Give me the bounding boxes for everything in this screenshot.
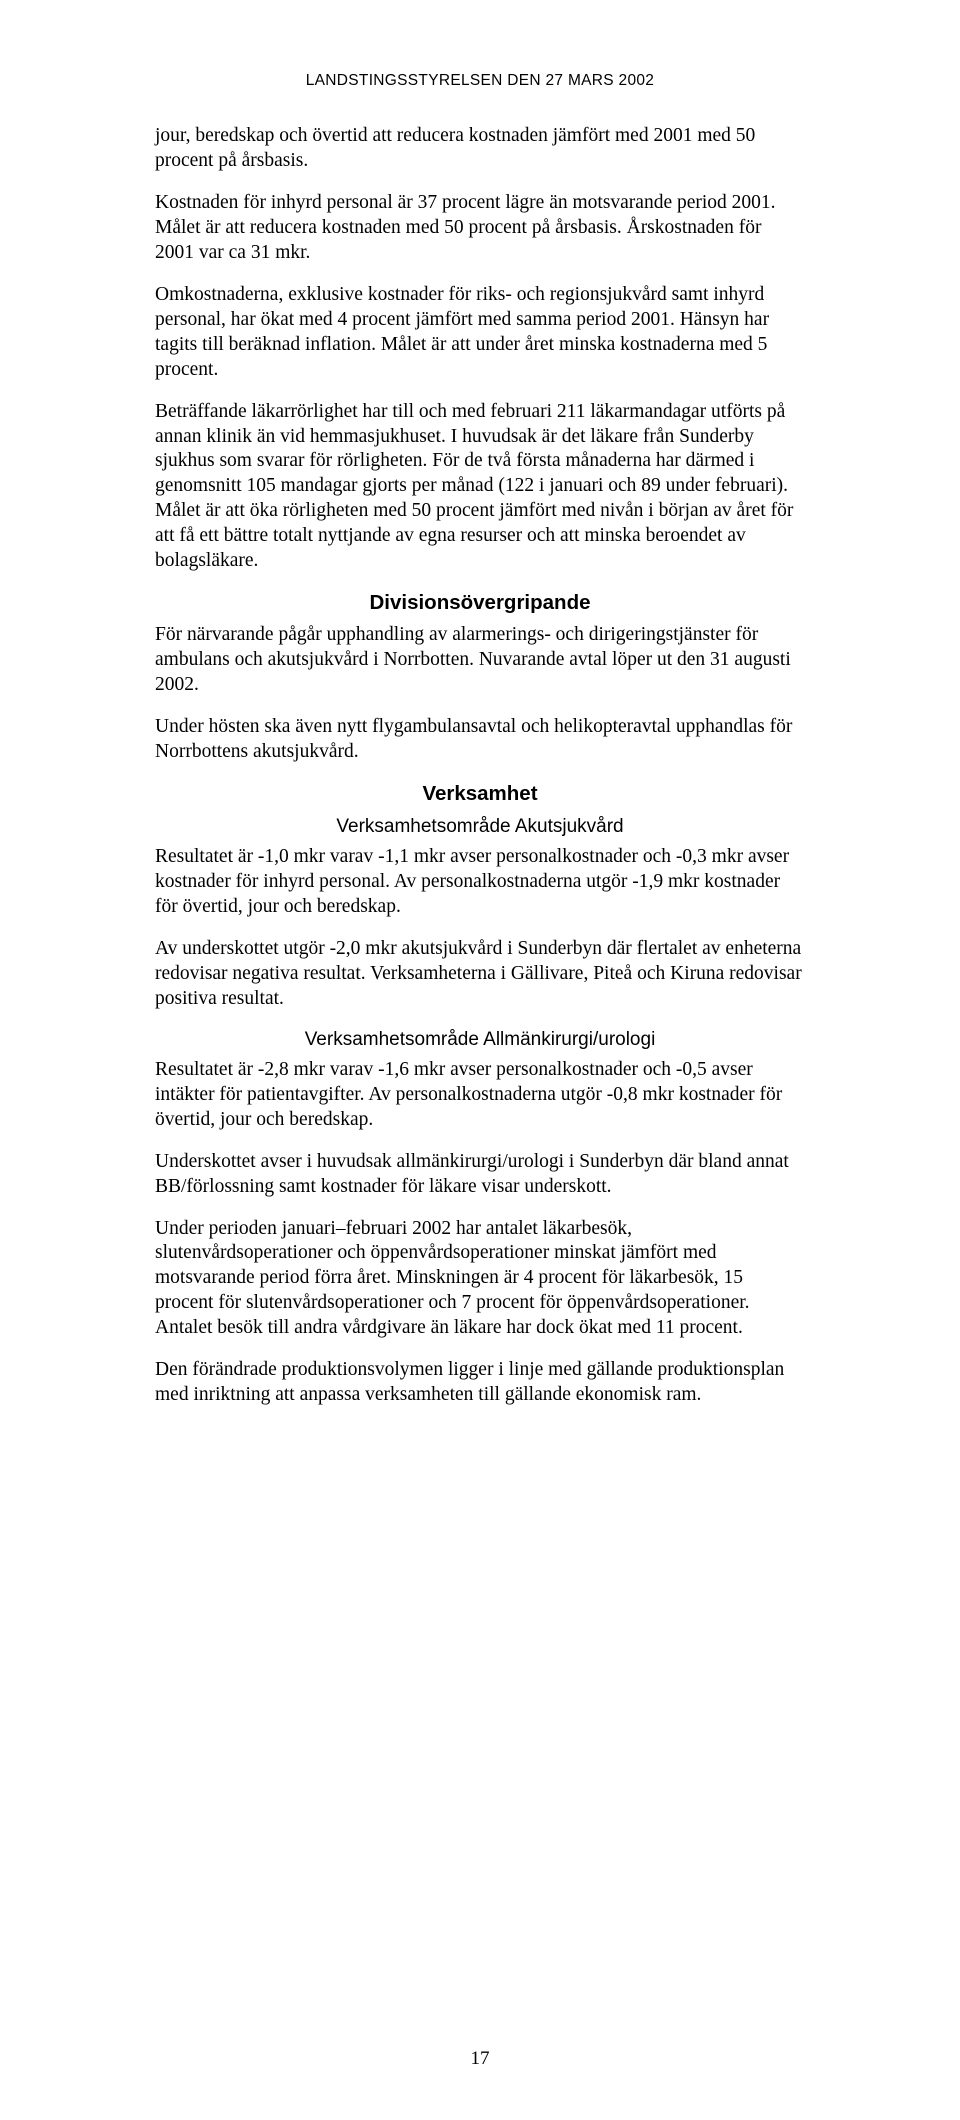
subsection-heading-akutsjukvard: Verksamhetsområde Akutsjukvård <box>155 816 805 838</box>
paragraph: Kostnaden för inhyrd personal är 37 proc… <box>155 191 805 266</box>
paragraph: jour, beredskap och övertid att reducera… <box>155 124 805 174</box>
paragraph: För närvarande pågår upphandling av alar… <box>155 623 805 698</box>
section-heading-verksamhet: Verksamhet <box>155 782 805 806</box>
section-heading-divisionsovergripande: Divisionsövergripande <box>155 591 805 615</box>
document-page: LANDSTINGSSTYRELSEN DEN 27 MARS 2002 jou… <box>0 0 960 2120</box>
paragraph: Omkostnaderna, exklusive kostnader för r… <box>155 283 805 383</box>
paragraph: Underskottet avser i huvudsak allmänkiru… <box>155 1150 805 1200</box>
paragraph: Av underskottet utgör -2,0 mkr akutsjukv… <box>155 937 805 1012</box>
paragraph: Resultatet är -2,8 mkr varav -1,6 mkr av… <box>155 1058 805 1133</box>
paragraph: Beträffande läkarrörlighet har till och … <box>155 400 805 575</box>
paragraph: Den förändrade produktionsvolymen ligger… <box>155 1358 805 1408</box>
page-number: 17 <box>0 2048 960 2070</box>
running-header: LANDSTINGSSTYRELSEN DEN 27 MARS 2002 <box>155 72 805 90</box>
paragraph: Resultatet är -1,0 mkr varav -1,1 mkr av… <box>155 845 805 920</box>
subsection-heading-allmankirurgi: Verksamhetsområde Allmänkirurgi/urologi <box>155 1029 805 1051</box>
paragraph: Under perioden januari–februari 2002 har… <box>155 1217 805 1342</box>
body-text-container: jour, beredskap och övertid att reducera… <box>155 124 805 1408</box>
paragraph: Under hösten ska även nytt flygambulansa… <box>155 715 805 765</box>
